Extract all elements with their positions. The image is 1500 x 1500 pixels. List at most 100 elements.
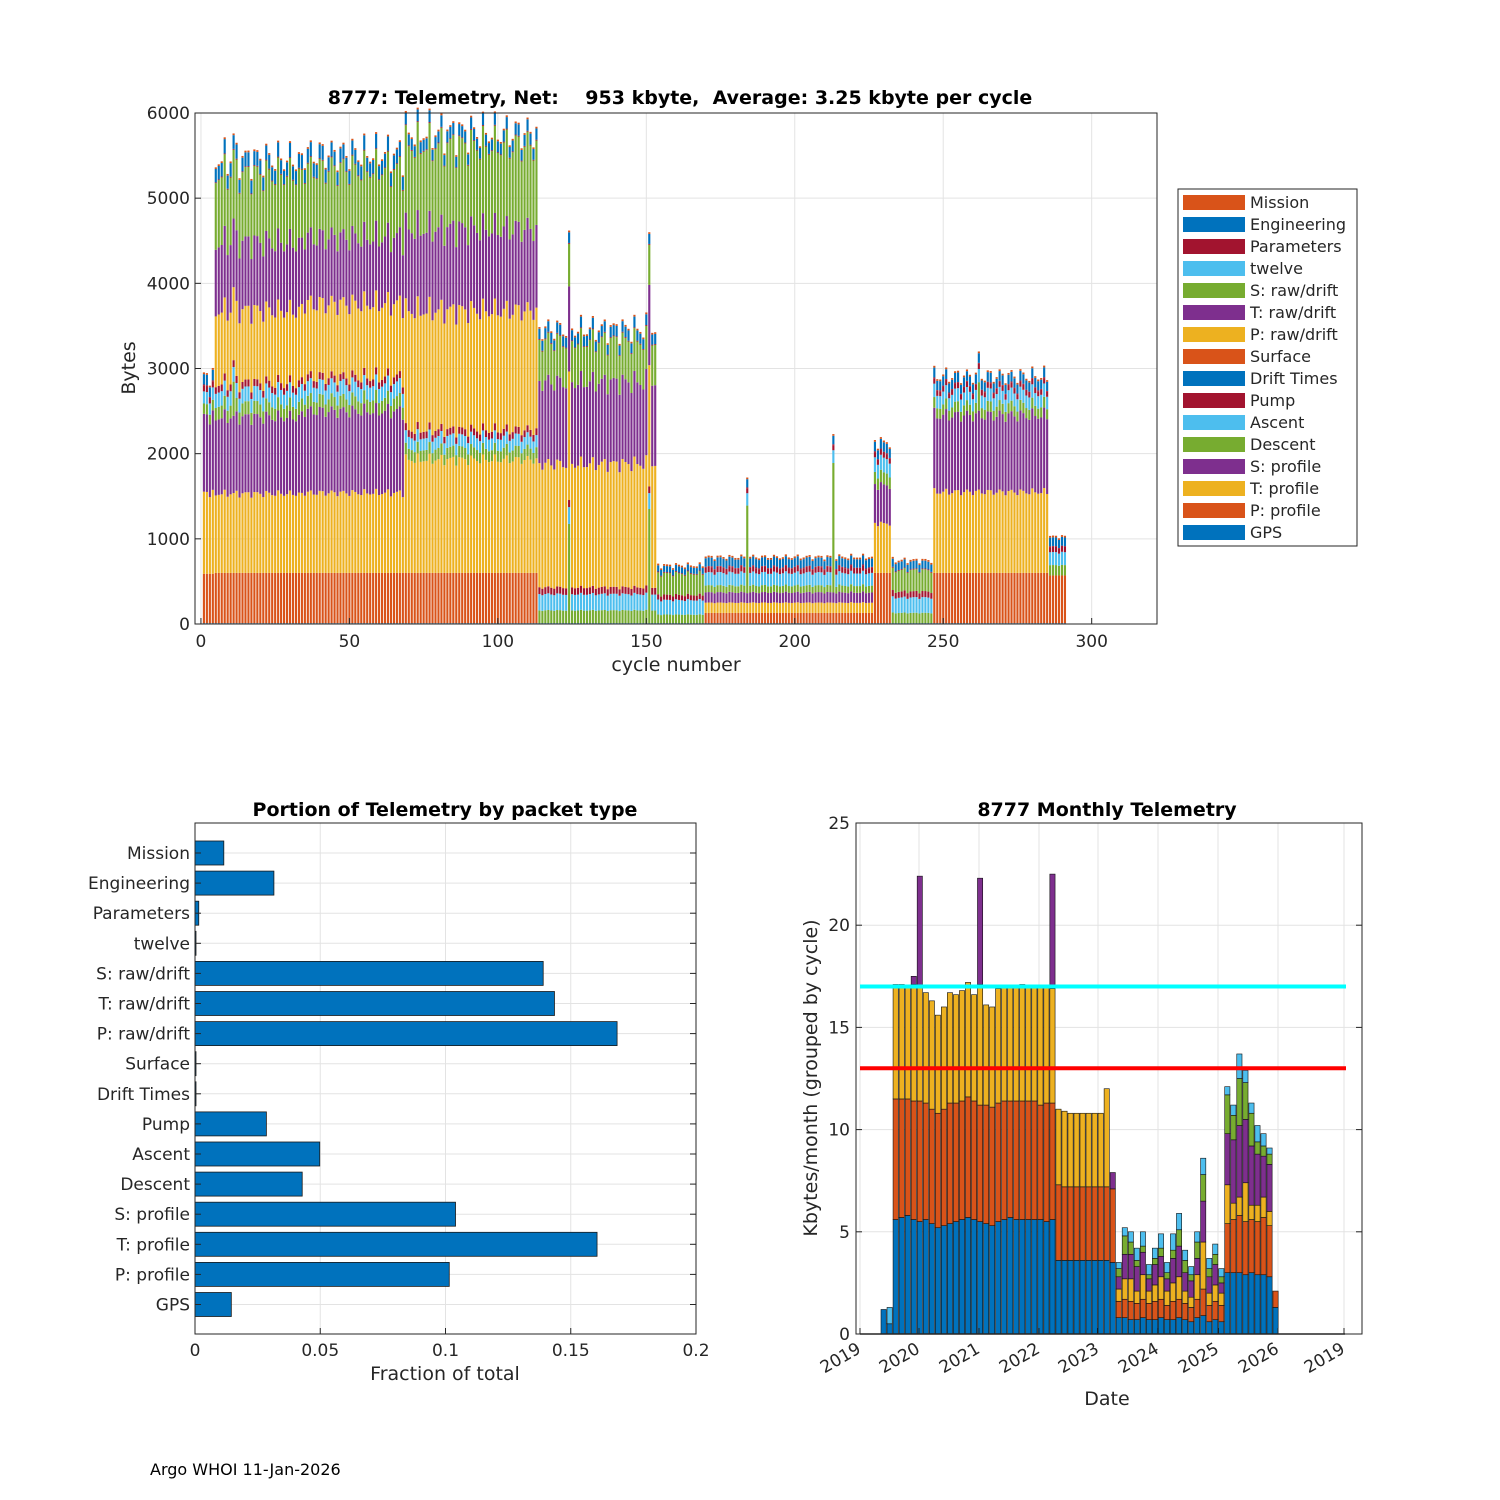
top-bar-segment [856,557,859,560]
top-bar-segment [449,126,452,139]
br-bar-segment [947,992,953,1104]
top-bar-segment [621,458,624,587]
top-bar-segment [499,451,502,463]
top-bar-segment [220,244,223,313]
top-bar-segment [710,585,713,593]
top-bar-segment [375,374,378,390]
top-bar-segment [425,572,428,624]
top-bar-segment [752,554,755,557]
top-bar-segment [244,492,247,573]
top-bar-segment [948,494,951,573]
top-bar-segment [294,408,298,422]
top-bar-segment [452,426,455,434]
top-bar-segment [1019,410,1022,490]
top-bar-segment [876,464,879,479]
top-bar-segment [832,463,835,593]
top-bar-segment [674,594,678,600]
br-y-tick-label: 10 [828,1121,850,1141]
top-bar-segment [826,602,829,613]
top-bar-segment [312,572,315,624]
top-bar-segment [517,433,520,447]
br-bar-segment [1200,1241,1207,1290]
top-bar-segment [389,173,393,187]
top-bar-segment [211,573,214,624]
top-bar-segment [271,495,274,573]
top-bar-segment [502,572,505,624]
top-bar-segment [464,143,467,228]
top-bar-segment [621,593,624,610]
top-bar-segment [478,572,482,624]
top-bar-segment [1016,384,1019,394]
top-bar-segment [651,610,654,624]
top-bar-segment [389,385,393,393]
br-bar-segment [1224,1086,1231,1096]
br-bar-segment [995,1102,1002,1222]
top-bar-segment [416,107,419,110]
top-bar-segment [826,591,829,603]
top-bar-segment [894,613,897,624]
top-bar-segment [737,573,740,587]
top-bar-segment [550,465,553,588]
top-bar-segment [547,586,550,594]
top-bar-segment [434,449,437,461]
top-bar-segment [496,315,499,433]
top-bar-segment [544,462,547,588]
br-bar-segment [1097,1260,1104,1335]
top-bar-segment [864,593,868,604]
top-bar-segment [369,176,372,178]
top-bar-segment [716,566,719,567]
top-bar-segment [351,490,354,573]
top-bar-segment [829,602,832,613]
top-bar-segment [303,572,306,624]
top-bar-segment [312,401,315,415]
top-bar-segment [280,493,283,573]
top-bar-segment [449,306,452,428]
top-bar-segment [1046,396,1049,410]
top-bar-segment [487,439,491,452]
top-bar-segment [945,385,948,399]
top-bar-segment [817,612,820,624]
top-bar-segment [609,337,612,339]
top-bar-segment [746,479,749,488]
top-bar-segment [974,383,977,385]
top-bar-segment [571,594,574,611]
top-bar-segment [416,572,419,624]
top-bar-segment [464,142,467,144]
top-bar-segment [392,168,396,170]
top-bar-segment [624,336,627,338]
top-bar-segment [256,151,259,166]
top-bar-segment [1025,408,1028,419]
top-bar-segment [256,401,259,415]
top-bar-segment [728,571,731,585]
top-bar-segment [725,593,728,604]
top-bar-segment [971,393,974,395]
top-bar-segment [1043,365,1046,368]
top-bar-segment [550,587,553,595]
top-bar-segment [348,314,351,385]
top-bar-segment [876,448,879,451]
top-bar-segment [265,490,268,573]
top-bar-segment [921,560,924,569]
top-bar-segment [493,113,496,125]
top-bar-segment [945,379,948,386]
top-bar-segment [508,157,511,159]
top-bar-segment [1016,411,1019,422]
top-bar-segment [585,467,588,589]
top-bar-segment [954,572,957,624]
top-bar-segment [300,572,303,624]
top-bar-segment [428,210,431,297]
top-bar-segment [814,567,817,573]
top-bar-segment [380,174,384,176]
top-bar-segment [713,569,716,570]
top-bar-segment [1010,400,1013,412]
top-bar-segment [333,397,336,410]
top-bar-segment [226,255,229,321]
top-bar-segment [529,145,532,229]
top-bar-segment [229,161,232,164]
top-bar-segment [407,448,410,460]
top-bar-segment [294,394,298,409]
top-bar-segment [710,592,713,603]
top-bar-segment [315,572,318,624]
top-bar-segment [383,168,387,237]
top-bar-segment [933,367,936,378]
